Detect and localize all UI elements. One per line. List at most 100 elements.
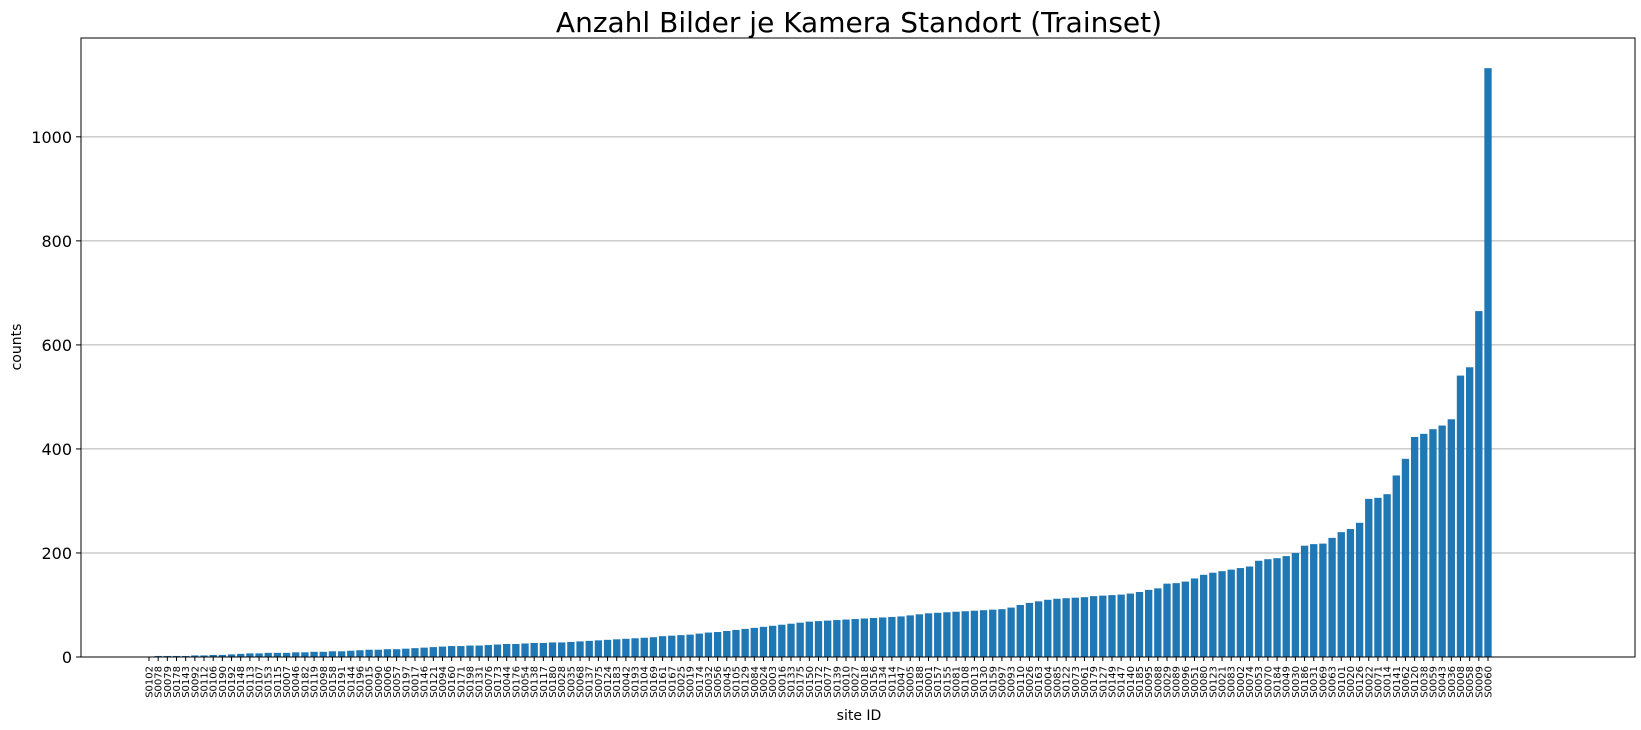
x-tick-label: S0010: [842, 666, 853, 698]
bar: [1365, 498, 1373, 657]
bar: [521, 643, 529, 657]
bar: [1456, 375, 1465, 657]
x-tick-label: S0076: [484, 666, 495, 698]
x-tick-label: S0029: [1163, 666, 1174, 698]
bar: [337, 651, 346, 657]
bar: [879, 617, 887, 657]
bar: [163, 655, 172, 657]
x-tick-label: S0017: [410, 666, 421, 698]
bar: [970, 610, 979, 657]
bar: [613, 639, 621, 657]
x-tick-label: S0090: [374, 666, 385, 698]
x-tick-label: S0182: [300, 666, 311, 698]
x-tick-label: S0148: [236, 666, 247, 698]
x-tick-label: S0035: [566, 666, 577, 698]
x-tick-label: S0146: [420, 666, 431, 698]
x-tick-label: S0171: [456, 666, 467, 698]
bar: [658, 636, 667, 657]
bar: [539, 642, 548, 657]
bar: [686, 634, 694, 657]
x-tick-label: S0158: [328, 666, 339, 698]
y-tick-label: 800: [41, 232, 72, 251]
bar: [943, 612, 951, 657]
bar: [1126, 593, 1134, 657]
bar: [420, 647, 428, 657]
x-tick-label: S0130: [979, 666, 990, 698]
x-tick-label: S0147: [1117, 666, 1128, 698]
bar: [1236, 568, 1245, 657]
y-tick-label: 400: [41, 440, 72, 459]
x-tick-label: S0047: [897, 666, 908, 698]
x-tick-label: S0074: [1245, 666, 1256, 698]
x-tick-label: S0127: [1098, 666, 1109, 698]
x-tick-label: S0175: [796, 666, 807, 698]
y-tick-label: 1000: [31, 128, 72, 147]
bar: [1328, 537, 1336, 657]
x-tick-label: S0061: [1080, 666, 1091, 698]
x-tick-label: S0159: [988, 666, 999, 698]
x-tick-label: S0083: [1227, 666, 1238, 698]
bar: [814, 621, 823, 657]
bar: [1255, 560, 1263, 657]
x-tick-label: S0071: [1373, 666, 1384, 698]
x-tick-label: S0108: [961, 666, 972, 698]
x-tick-label: S0049: [1282, 666, 1293, 698]
x-tick-label: S0102: [145, 666, 156, 698]
x-tick-label: S0073: [1071, 666, 1082, 698]
x-tick-label: S0013: [970, 666, 981, 698]
bar: [1044, 599, 1052, 657]
bar: [1181, 581, 1190, 657]
bar: [750, 627, 758, 657]
x-tick-label: S0106: [209, 666, 220, 698]
bar: [1099, 595, 1107, 657]
x-tick-label: S0139: [832, 666, 843, 698]
bar: [447, 646, 456, 657]
bar: [457, 646, 465, 657]
x-tick-label: S0141: [1392, 666, 1403, 698]
bar: [1401, 458, 1410, 657]
x-tick-label: S0119: [310, 666, 321, 698]
bar: [594, 640, 603, 657]
x-axis-label: site ID: [837, 708, 882, 724]
x-tick-label: S0088: [1153, 666, 1164, 698]
bar: [347, 650, 355, 657]
x-tick-label: S0101: [1337, 666, 1348, 698]
x-tick-label: S0143: [181, 666, 192, 698]
x-tick-label: S0053: [1254, 666, 1265, 698]
bar: [888, 616, 896, 657]
x-tick-label: S0180: [548, 666, 559, 698]
bar: [282, 652, 291, 657]
x-tick-label: S0129: [741, 666, 752, 698]
bar: [301, 652, 309, 657]
bar: [1089, 596, 1098, 657]
bar: [759, 626, 768, 657]
x-tick-label: S0025: [676, 666, 687, 698]
bar: [576, 641, 584, 657]
bar: [1062, 598, 1070, 657]
x-tick-label: S0057: [392, 666, 403, 698]
x-tick-label: S0070: [1263, 666, 1274, 698]
bar: [493, 644, 502, 657]
bar: [246, 653, 254, 657]
x-tick-label: S0001: [924, 666, 935, 698]
bar: [998, 609, 1006, 657]
bar: [1429, 429, 1437, 657]
x-tick-label: S0018: [860, 666, 871, 698]
x-tick-label: S0060: [1484, 666, 1495, 698]
x-tick-label: S0167: [667, 666, 678, 698]
bar: [842, 619, 850, 657]
bar: [1053, 598, 1061, 657]
x-tick-label: S0046: [291, 666, 302, 698]
bar: [475, 645, 483, 657]
x-tick-label: S0031: [1309, 666, 1320, 698]
bar: [484, 645, 493, 657]
x-tick-label: S0161: [658, 666, 669, 698]
x-tick-label: S0186: [1300, 666, 1311, 698]
x-tick-label: S0006: [383, 666, 394, 698]
x-tick-label: S0131: [475, 666, 486, 698]
x-tick-label: S0021: [1218, 666, 1229, 698]
bar: [1227, 569, 1235, 657]
x-tick-label: S0092: [190, 666, 201, 698]
x-tick-label: S0114: [887, 666, 898, 698]
bar: [402, 648, 410, 657]
